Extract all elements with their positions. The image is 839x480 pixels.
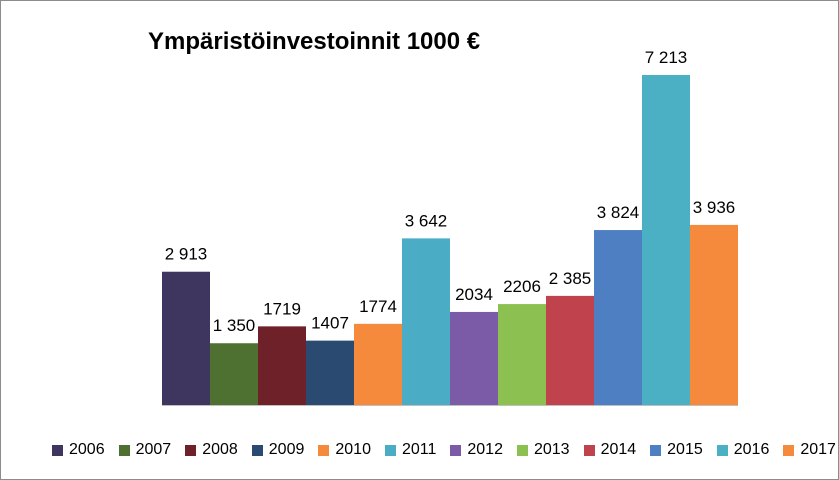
data-label-2006: 2 913: [165, 245, 208, 264]
legend-item-2014: 2014: [583, 441, 637, 459]
bar-2006: [162, 271, 210, 405]
chart-title: Ympäristöinvestoinnit 1000 €: [148, 28, 481, 55]
legend-swatch-2010: [318, 444, 330, 456]
legend-label-2017: 2017: [800, 441, 836, 458]
data-label-2017: 3 936: [693, 198, 736, 217]
data-label-2016: 7 213: [645, 48, 688, 67]
bar-2007: [210, 343, 258, 405]
bar-2015: [594, 230, 642, 405]
legend-label-2009: 2009: [268, 441, 305, 458]
bar-2016: [642, 75, 690, 405]
data-label-2013: 2206: [503, 277, 541, 296]
bar-2012: [450, 311, 498, 405]
legend-item-2007: 2007: [118, 441, 172, 459]
legend-item-2011: 2011: [384, 441, 437, 459]
legend-swatch-2015: [650, 444, 662, 456]
legend-swatch-2006: [52, 444, 63, 456]
legend-label-2008: 2008: [202, 441, 238, 458]
legend: 2006 2007 2008 2009 2010 2011 2012 2013 2014 2015…: [52, 439, 839, 461]
legend-swatch-2017: [783, 444, 795, 456]
legend-swatch-2008: [185, 444, 197, 456]
legend-swatch-2011: [384, 444, 396, 456]
legend-item-2009: 2009: [251, 441, 305, 459]
data-label-2011: 3 642: [405, 211, 448, 230]
data-label-2007: 1 350: [213, 316, 256, 335]
bar-2009: [306, 340, 354, 405]
data-label-2012: 2034: [455, 285, 493, 304]
legend-item-2012: 2012: [450, 441, 503, 459]
data-label-2008: 1719: [263, 299, 301, 318]
legend-label-2016: 2016: [733, 441, 770, 458]
legend-swatch-2016: [716, 444, 728, 456]
legend-item-2006: 2006: [52, 441, 105, 459]
bar-2011: [402, 238, 450, 405]
legend-swatch-2014: [583, 444, 595, 456]
bar-2010: [354, 323, 402, 405]
legend-label-2013: 2013: [533, 441, 570, 458]
bar-2008: [258, 326, 306, 405]
data-label-2010: 1774: [359, 297, 397, 316]
legend-label-2014: 2014: [600, 441, 637, 458]
legend-item-2016: 2016: [716, 441, 770, 459]
legend-swatch-2009: [251, 444, 263, 456]
bar-2014: [546, 295, 594, 405]
data-label-2014: 2 385: [549, 269, 592, 288]
bar-2017: [690, 224, 738, 405]
legend-swatch-2007: [118, 444, 130, 456]
legend-label-2010: 2010: [335, 441, 371, 458]
legend-swatch-2012: [450, 444, 462, 456]
legend-label-2006: 2006: [69, 441, 105, 458]
legend-item-2017: 2017: [783, 441, 836, 459]
data-label-2015: 3 824: [597, 203, 640, 222]
data-label-2009: 1407: [311, 314, 349, 333]
legend-label-2007: 2007: [135, 441, 172, 458]
legend-swatch-2013: [516, 444, 528, 456]
legend-item-2010: 2010: [318, 441, 371, 459]
legend-item-2013: 2013: [516, 441, 570, 459]
legend-label-2012: 2012: [467, 441, 503, 458]
bar-2013: [498, 304, 546, 405]
legend-item-2015: 2015: [650, 441, 703, 459]
legend-label-2011: 2011: [401, 441, 437, 458]
legend-label-2015: 2015: [667, 441, 703, 458]
legend-item-2008: 2008: [185, 441, 238, 459]
